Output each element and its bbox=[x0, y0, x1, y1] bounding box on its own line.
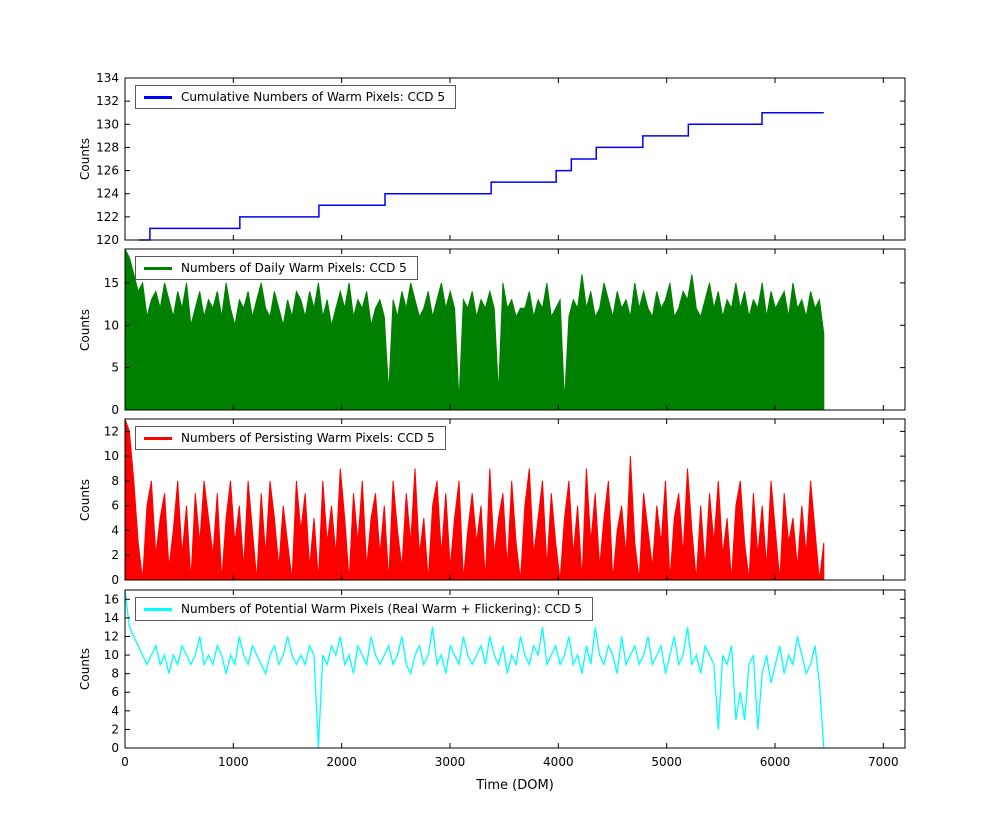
y-tick-label: 16 bbox=[104, 592, 119, 606]
y-tick-label: 124 bbox=[96, 187, 119, 201]
legend-daily: Numbers of Daily Warm Pixels: CCD 5 bbox=[135, 256, 418, 280]
series-line-4 bbox=[124, 589, 825, 749]
x-tick-label: 1000 bbox=[218, 755, 249, 769]
x-tick-label: 2000 bbox=[326, 755, 357, 769]
legend-label-potential: Numbers of Potential Warm Pixels (Real W… bbox=[181, 602, 582, 616]
y-tick-label: 12 bbox=[104, 424, 119, 438]
subplot-1-border bbox=[124, 77, 906, 241]
series-area-2 bbox=[124, 248, 825, 411]
subplot-4-border bbox=[124, 589, 906, 749]
y-tick-label: 0 bbox=[111, 573, 119, 587]
y-tick-label: 8 bbox=[111, 667, 119, 681]
y-tick-label: 5 bbox=[111, 361, 119, 375]
y-tick-label: 0 bbox=[111, 403, 119, 417]
y-axis-label-4: Counts bbox=[78, 648, 93, 690]
y-tick-label: 2 bbox=[111, 722, 119, 736]
x-tick-label: 0 bbox=[121, 755, 129, 769]
x-tick-label: 5000 bbox=[651, 755, 682, 769]
subplot-3-border bbox=[124, 418, 906, 581]
y-tick-label: 15 bbox=[104, 276, 119, 290]
y-tick-label: 132 bbox=[96, 94, 119, 108]
legend-label-cumulative: Cumulative Numbers of Warm Pixels: CCD 5 bbox=[181, 90, 445, 104]
legend-line-sample-potential bbox=[144, 607, 172, 611]
x-axis-label: Time (DOM) bbox=[476, 778, 554, 793]
y-tick-label: 14 bbox=[104, 611, 119, 625]
y-tick-label: 134 bbox=[96, 71, 119, 85]
legend-cumulative: Cumulative Numbers of Warm Pixels: CCD 5 bbox=[135, 85, 456, 109]
y-tick-label: 130 bbox=[96, 117, 119, 131]
y-tick-label: 10 bbox=[104, 648, 119, 662]
x-tick-label: 7000 bbox=[868, 755, 899, 769]
series-cumulative-step-line bbox=[139, 111, 824, 241]
y-axis-label-2: Counts bbox=[78, 308, 93, 351]
legend-potential: Numbers of Potential Warm Pixels (Real W… bbox=[135, 597, 593, 621]
y-tick-label: 120 bbox=[96, 233, 119, 247]
y-axis-label-1: Counts bbox=[78, 138, 93, 180]
x-tick-label: 3000 bbox=[435, 755, 466, 769]
y-tick-label: 6 bbox=[111, 685, 119, 699]
subplot-2-border bbox=[124, 248, 906, 411]
y-tick-label: 128 bbox=[96, 140, 119, 154]
ylabel-box-3: Counts bbox=[70, 419, 100, 580]
legend-line-sample-persisting bbox=[144, 436, 172, 440]
ylabel-box-4: Counts bbox=[70, 590, 100, 748]
y-tick-label: 122 bbox=[96, 210, 119, 224]
ylabel-box-1: Counts bbox=[70, 78, 100, 240]
y-tick-label: 6 bbox=[111, 499, 119, 513]
legend-line-sample-daily bbox=[144, 266, 172, 270]
x-tick-label: 6000 bbox=[760, 755, 791, 769]
legend-label-daily: Numbers of Daily Warm Pixels: CCD 5 bbox=[181, 261, 407, 275]
y-tick-label: 0 bbox=[111, 741, 119, 755]
x-tick-label: 4000 bbox=[543, 755, 574, 769]
y-tick-label: 4 bbox=[111, 523, 119, 537]
series-area-3 bbox=[124, 418, 825, 581]
y-tick-label: 4 bbox=[111, 704, 119, 718]
y-tick-label: 10 bbox=[104, 318, 119, 332]
ylabel-box-2: Counts bbox=[70, 249, 100, 410]
legend-label-persisting: Numbers of Persisting Warm Pixels: CCD 5 bbox=[181, 431, 435, 445]
y-axis-label-3: Counts bbox=[78, 478, 93, 521]
legend-persisting: Numbers of Persisting Warm Pixels: CCD 5 bbox=[135, 426, 446, 450]
legend-line-sample-cumulative bbox=[144, 95, 172, 99]
y-tick-label: 2 bbox=[111, 548, 119, 562]
y-tick-label: 8 bbox=[111, 474, 119, 488]
y-tick-label: 126 bbox=[96, 164, 119, 178]
y-tick-label: 10 bbox=[104, 449, 119, 463]
y-tick-label: 12 bbox=[104, 629, 119, 643]
